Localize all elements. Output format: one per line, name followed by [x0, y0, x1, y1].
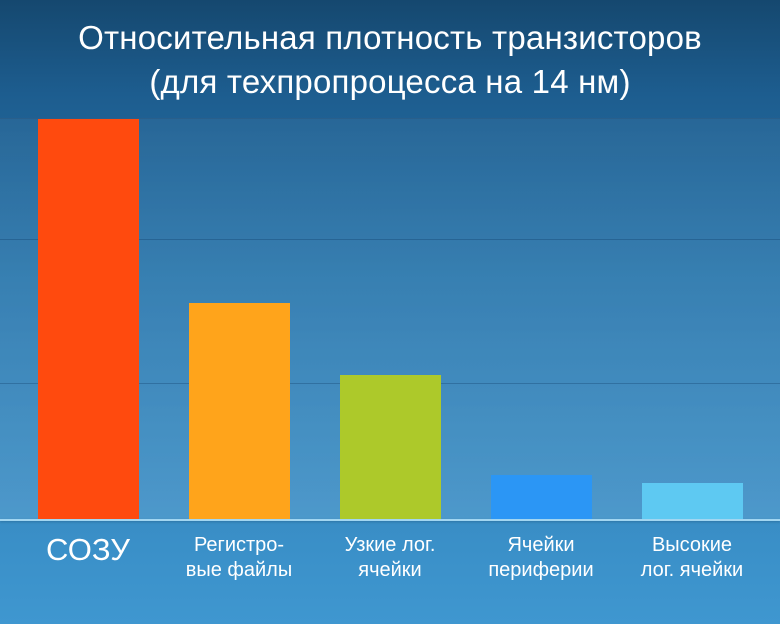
bar-slot: [173, 119, 305, 519]
bar-label: Регистро- вые файлы: [185, 534, 293, 581]
labels-row: СОЗУ Регистро- вые файлы Узкие лог. ячейки…: [0, 521, 780, 583]
bar-3: [490, 475, 592, 519]
bar-2: [339, 375, 441, 519]
plot-area: [0, 118, 780, 519]
bar-0: [37, 119, 139, 519]
bar-label: Ячейки периферии: [488, 534, 594, 581]
chart-title-line2: (для техпропроцесса на 14 нм): [149, 62, 631, 100]
grid-line: [0, 239, 780, 240]
bar-slot: [324, 119, 456, 519]
bar-slot: [626, 119, 758, 519]
bar-1: [188, 303, 290, 519]
chart-title: Относительная плотность транзисторов (дл…: [0, 0, 780, 118]
chart-title-line1: Относительная плотность транзисторов: [78, 19, 702, 56]
x-axis-baseline: [0, 519, 780, 521]
bar-label: Высокие лог. ячейки: [640, 534, 744, 581]
bar-4: [641, 483, 743, 519]
bar-slot: [475, 119, 607, 519]
bars-row: [0, 119, 780, 519]
bar-slot: [22, 119, 154, 519]
bar-label: СОЗУ: [46, 532, 130, 567]
bar-label: Узкие лог. ячейки: [344, 534, 436, 581]
